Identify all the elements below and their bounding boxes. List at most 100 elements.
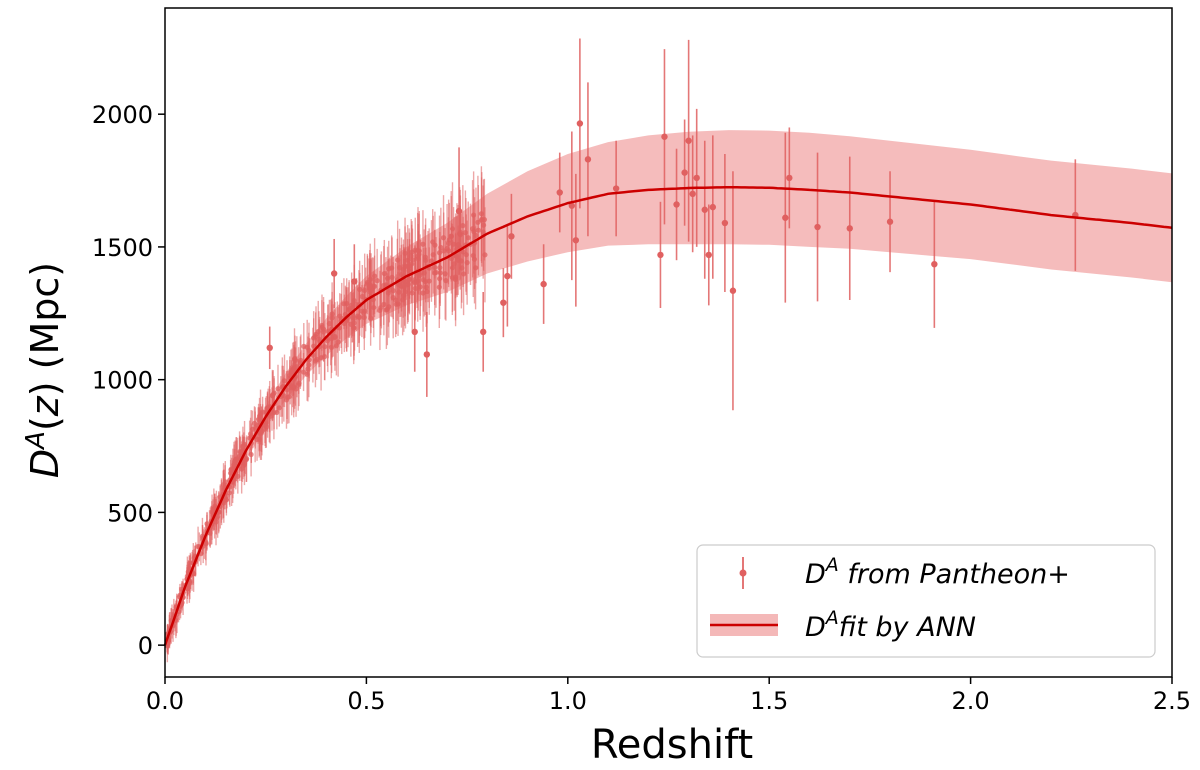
x-tick-label: 2.5 xyxy=(1153,687,1191,715)
point-marker xyxy=(556,189,563,196)
fit-line-layer xyxy=(163,185,1173,646)
dense-data-point xyxy=(404,239,411,324)
dense-data-point xyxy=(269,369,275,422)
point-marker xyxy=(661,133,668,140)
data-point-18 xyxy=(661,49,668,225)
data-point-34 xyxy=(931,200,938,328)
point-marker xyxy=(705,251,712,259)
legend-marker-data xyxy=(739,557,747,589)
data-point-21 xyxy=(685,39,692,242)
dense-data-point xyxy=(324,315,331,367)
dense-marker xyxy=(409,261,415,267)
point-marker xyxy=(846,225,853,232)
dense-marker xyxy=(269,392,275,399)
dense-marker xyxy=(356,314,362,321)
point-marker xyxy=(814,223,821,231)
point-marker xyxy=(572,237,580,244)
point-marker xyxy=(729,287,737,294)
dense-marker xyxy=(460,271,467,277)
data-point-4 xyxy=(423,311,431,397)
dense-marker xyxy=(247,435,253,441)
dense-marker xyxy=(396,265,403,271)
dense-data-point xyxy=(295,359,301,411)
dense-marker xyxy=(420,241,426,247)
dense-marker xyxy=(335,339,341,345)
legend-marker-fit xyxy=(710,614,778,636)
data-point-16 xyxy=(612,140,620,237)
dense-marker xyxy=(450,241,457,247)
data-point-30 xyxy=(786,127,793,229)
data-point-28 xyxy=(729,171,737,411)
point-marker xyxy=(266,344,273,352)
dense-marker xyxy=(301,343,307,350)
point-marker xyxy=(576,120,584,127)
point-marker xyxy=(782,214,789,221)
dense-marker xyxy=(465,235,471,241)
dense-marker xyxy=(381,301,387,308)
x-tick-label: 0.5 xyxy=(347,687,385,715)
dense-marker xyxy=(423,257,429,263)
dense-marker xyxy=(319,322,325,329)
data-point-0 xyxy=(266,326,273,370)
point-marker xyxy=(504,272,511,280)
dense-marker xyxy=(359,293,365,300)
data-point-25 xyxy=(705,204,712,306)
point-marker xyxy=(351,278,358,285)
y-tick-label: 0 xyxy=(138,632,153,660)
y-tick-label: 1000 xyxy=(92,367,153,395)
data-point-2 xyxy=(351,244,358,319)
dense-data-point xyxy=(367,253,373,321)
dense-marker xyxy=(436,284,442,290)
dense-data-point xyxy=(374,248,380,313)
dense-marker xyxy=(463,252,469,258)
dense-marker xyxy=(233,456,239,462)
point-marker xyxy=(786,174,793,182)
data-point-7 xyxy=(500,268,507,338)
point-marker xyxy=(709,203,717,211)
data-point-11 xyxy=(556,152,563,233)
point-marker xyxy=(568,202,576,209)
dense-data-point xyxy=(415,207,421,295)
data-point-31 xyxy=(814,152,821,302)
dense-marker xyxy=(276,405,282,411)
point-marker xyxy=(685,137,692,144)
dense-data-point xyxy=(359,265,365,329)
dense-marker xyxy=(212,503,218,509)
point-marker xyxy=(886,218,894,225)
dense-data-point xyxy=(441,212,447,290)
dense-marker xyxy=(295,382,301,388)
dense-marker xyxy=(312,358,319,364)
legend-label-fit: DAfit by ANN xyxy=(805,607,976,643)
dense-data-point xyxy=(420,210,426,279)
point-marker xyxy=(693,174,700,182)
point-marker xyxy=(612,185,620,192)
dense-marker xyxy=(433,269,439,276)
dense-marker xyxy=(367,284,373,290)
x-tick-label: 0.0 xyxy=(146,687,184,715)
dense-marker xyxy=(262,422,268,428)
point-marker xyxy=(330,270,338,277)
data-point-32 xyxy=(846,156,853,301)
point-marker xyxy=(681,169,688,176)
dense-data-point xyxy=(316,311,322,368)
dense-data-point xyxy=(370,271,376,328)
fit-line xyxy=(163,185,1173,646)
data-point-12 xyxy=(568,131,576,281)
plot-frame xyxy=(164,7,1173,678)
dense-data-point xyxy=(356,282,362,353)
dense-marker xyxy=(351,325,357,331)
dense-data-point xyxy=(480,185,486,279)
dense-marker xyxy=(292,355,298,362)
dense-data-point xyxy=(423,218,429,303)
data-point-5 xyxy=(455,147,463,275)
data-point-6 xyxy=(480,292,487,372)
data-point-22 xyxy=(689,135,696,253)
dense-marker xyxy=(386,266,392,272)
data-point-10 xyxy=(540,244,547,324)
dense-data-point xyxy=(285,370,291,424)
point-marker xyxy=(500,299,507,306)
dense-marker xyxy=(415,248,421,254)
point-marker xyxy=(508,233,515,240)
dense-data-point xyxy=(393,263,399,338)
